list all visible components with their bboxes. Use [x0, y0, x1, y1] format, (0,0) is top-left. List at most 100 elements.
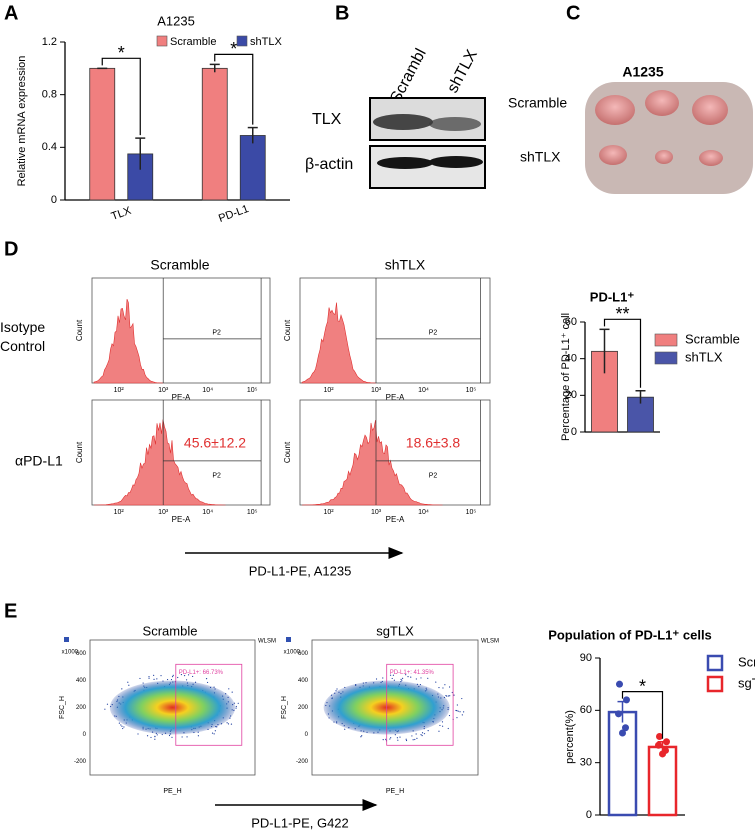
panel-label: E — [4, 600, 17, 622]
event-dot — [183, 674, 186, 677]
gate — [375, 278, 481, 383]
y-tick-label: -200 — [296, 759, 309, 765]
x-tick-label: 10⁴ — [202, 509, 213, 516]
event-dot — [416, 737, 418, 739]
data-point — [663, 738, 670, 746]
y-axis-label: Relative mRNA expression — [16, 56, 28, 187]
y-tick-label: 0 — [571, 426, 577, 438]
y-tick-label: 600 — [76, 651, 87, 657]
event-dot — [205, 678, 208, 680]
axis-title: PD-L1-PE, A1235 — [249, 563, 352, 578]
event-dot — [407, 676, 409, 678]
y-axis-label: FSC_H — [281, 696, 288, 719]
significance-bracket — [621, 691, 664, 739]
event-dot — [106, 703, 109, 705]
event-dot — [421, 734, 423, 737]
tumor — [699, 150, 723, 166]
x-axis-label: PE_H — [386, 788, 404, 795]
event-dot — [399, 736, 401, 738]
row-label: Isotype Control — [0, 319, 46, 354]
event-dot — [213, 733, 215, 735]
gate — [386, 663, 454, 746]
event-dot — [120, 724, 122, 726]
chart-title: Population of PD-L1⁺ cells — [548, 627, 712, 642]
event-dot — [455, 709, 457, 712]
y-axis-label: Percentage of PD-L1⁺ cell — [560, 313, 572, 441]
lane-label: shTLX — [444, 47, 481, 96]
event-dot — [400, 678, 402, 680]
event-dot — [427, 677, 429, 679]
y-tick-label: 60 — [580, 704, 592, 716]
event-dot — [148, 677, 150, 679]
event-dot — [427, 730, 429, 732]
event-dot — [375, 678, 378, 680]
event-dot — [166, 678, 169, 681]
event-dot — [122, 727, 124, 730]
significance: * — [639, 676, 646, 696]
event-dot — [121, 688, 123, 690]
panel-label: A — [4, 2, 18, 24]
event-dot — [401, 679, 403, 681]
event-dot — [402, 677, 404, 680]
bar — [201, 67, 228, 201]
event-dot — [235, 705, 237, 708]
legend-square — [64, 637, 69, 642]
y-tick-label: 60 — [565, 316, 577, 328]
gate-label: P2 — [212, 329, 221, 336]
gate — [375, 400, 481, 505]
x-axis-label: PE-A — [172, 515, 191, 524]
row-label: TLX — [312, 111, 342, 128]
event-dot — [154, 736, 156, 738]
data-point — [655, 741, 662, 749]
event-dot — [414, 738, 416, 741]
event-dot — [235, 707, 237, 709]
event-dot — [123, 726, 125, 728]
y-tick-label: 90 — [580, 652, 592, 664]
event-dot — [361, 735, 363, 737]
bar — [89, 67, 116, 201]
y-tick-label: 400 — [76, 678, 87, 684]
legend-label: sgTLX — [738, 675, 755, 690]
event-dot — [444, 684, 446, 686]
event-dot — [228, 688, 230, 690]
y-tick-label: 0 — [51, 194, 57, 206]
x-axis-label: PE_H — [163, 788, 181, 795]
x-axis-label: PE-A — [386, 393, 405, 402]
event-dot — [461, 697, 463, 700]
x-tick-label: 10³ — [371, 509, 382, 516]
event-dot — [153, 678, 155, 680]
event-dot — [168, 734, 171, 737]
event-dot — [412, 739, 414, 741]
event-dot — [439, 724, 441, 727]
event-dot — [171, 676, 174, 678]
event-dot — [153, 674, 155, 676]
event-dot — [441, 725, 444, 727]
legend-square — [286, 637, 291, 642]
event-dot — [104, 708, 106, 710]
legend-swatch — [654, 333, 678, 347]
event-dot — [390, 737, 392, 739]
data-point — [656, 733, 663, 740]
tag: WLSM — [481, 639, 499, 645]
event-dot — [231, 691, 233, 693]
x-axis-label: PE-A — [386, 515, 405, 524]
event-dot — [186, 736, 188, 738]
x-axis-label: PE-A — [172, 393, 191, 402]
x-tick-label: TLX — [110, 205, 134, 223]
legend-swatch — [706, 654, 724, 672]
event-dot — [405, 738, 407, 740]
panel-label: C — [566, 2, 580, 24]
x-tick-label: 10⁴ — [202, 387, 213, 394]
event-dot — [127, 681, 129, 683]
scale-label: x1000 — [284, 650, 301, 656]
x-tick-label: 10⁴ — [418, 509, 429, 516]
event-dot — [118, 722, 120, 724]
y-tick-label: 0 — [586, 809, 592, 821]
y-tick-label: 30 — [580, 757, 592, 769]
axis-title: PD-L1-PE, G422 — [251, 815, 349, 830]
plot-frame — [89, 639, 256, 776]
event-dot — [389, 674, 392, 676]
row-label: shTLX — [520, 149, 561, 165]
event-dot — [411, 735, 413, 737]
